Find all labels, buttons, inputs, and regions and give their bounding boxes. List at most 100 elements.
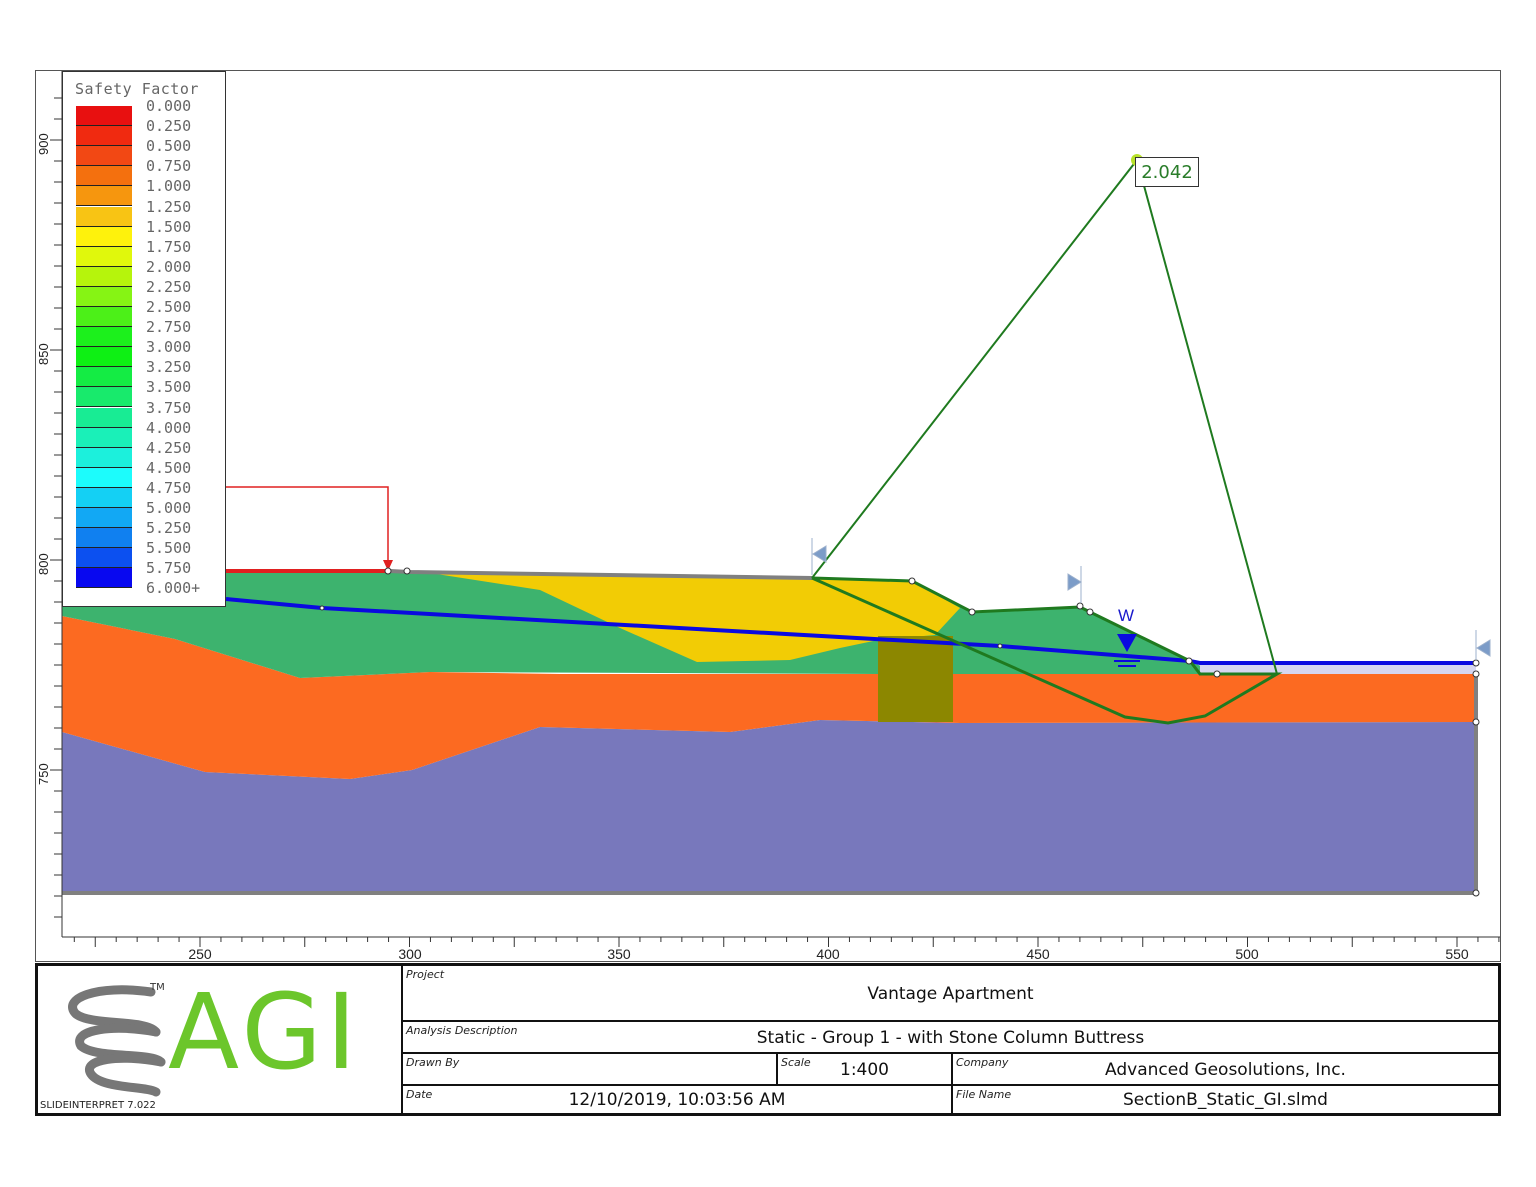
x-tick-label: 350 (607, 946, 631, 962)
water-table[interactable] (225, 597, 1476, 665)
distributed-load (226, 486, 389, 566)
legend-label: 2.250 (146, 277, 192, 296)
legend-label: 3.250 (146, 358, 192, 377)
legend-label: 5.500 (146, 539, 192, 558)
legend-swatch (76, 528, 132, 549)
project-value: Vantage Apartment (867, 984, 1034, 1004)
trademark-label: TM (150, 982, 165, 993)
project-label: Project (406, 968, 445, 981)
legend-swatch (76, 427, 132, 448)
legend-label: 1.250 (146, 197, 192, 216)
legend-swatch (76, 387, 132, 408)
vertex[interactable] (403, 567, 411, 575)
analysis-row: Analysis Description Static - Group 1 - … (403, 1022, 1498, 1054)
y-tick-label: 900 (36, 133, 51, 155)
vertex[interactable] (1472, 718, 1480, 726)
project-row: Project Vantage Apartment (403, 966, 1498, 1022)
vertex[interactable] (319, 605, 325, 611)
date-cell: Date 12/10/2019, 10:03:56 AM (403, 1086, 953, 1113)
y-tick-label: 750 (36, 763, 51, 785)
legend-swatch (76, 106, 132, 126)
legend-label: 0.250 (146, 117, 192, 136)
vertex[interactable] (1185, 657, 1193, 665)
legend-label: 2.500 (146, 298, 192, 316)
legend-swatch (76, 367, 132, 388)
legend-label: 5.000 (146, 499, 192, 517)
file-value: SectionB_Static_GI.slmd (1123, 1090, 1328, 1110)
vertex[interactable] (1472, 659, 1480, 667)
x-tick-label: 300 (398, 946, 422, 962)
scale-label: Scale (781, 1056, 811, 1069)
legend-swatch (76, 166, 132, 187)
factor-of-safety-label[interactable]: 2.042 (1135, 157, 1199, 187)
vertex[interactable] (384, 567, 392, 575)
scale-cell: Scale 1:400 (778, 1054, 953, 1084)
scale-value: 1:400 (840, 1060, 889, 1080)
legend-label: 3.750 (146, 398, 192, 417)
legend-swatch (76, 126, 132, 147)
slope-limit-left-icon[interactable] (1476, 639, 1491, 657)
vertex[interactable] (908, 577, 916, 585)
drawn-scale-company-row: Drawn By Scale 1:400 Company Advanced Ge… (403, 1054, 1498, 1086)
legend-label: 5.250 (146, 519, 192, 538)
legend-swatch (76, 266, 132, 287)
legend-label: 5.750 (146, 559, 192, 578)
x-tick-label: 500 (1235, 946, 1259, 962)
vertex[interactable] (997, 643, 1003, 649)
version-label: SLIDEINTERPRET 7.022 (40, 1100, 156, 1111)
drawn-by-cell: Drawn By (403, 1054, 778, 1084)
title-block: TM AGI SLIDEINTERPRET 7.022 Project Vant… (35, 963, 1501, 1116)
legend-label: 0.000 (146, 97, 192, 115)
vertex[interactable] (1472, 670, 1480, 678)
company-label: Company (956, 1056, 1009, 1069)
legend-swatch (76, 226, 132, 247)
logo-text: AGI (168, 971, 361, 1093)
legend-swatch (76, 327, 132, 348)
legend-label: 3.000 (146, 338, 192, 357)
x-tick-label: 400 (816, 946, 840, 962)
file-label: File Name (956, 1088, 1012, 1101)
legend-swatch (76, 206, 132, 227)
spring-logo-icon (68, 985, 166, 1097)
legend-swatch (76, 447, 132, 468)
bedrock-material (62, 720, 1476, 893)
critical-slip-surface[interactable] (811, 576, 1283, 725)
company-cell: Company Advanced Geosolutions, Inc. (953, 1054, 1498, 1084)
legend-swatch (76, 508, 132, 528)
analysis-value: Static - Group 1 - with Stone Column But… (756, 1028, 1145, 1048)
vertex[interactable] (1472, 889, 1480, 897)
legend-swatch (76, 286, 132, 307)
vertex[interactable] (1213, 670, 1221, 678)
legend-title: Safety Factor (75, 80, 199, 98)
legend-swatch (76, 487, 132, 508)
cross-section-plot[interactable] (0, 0, 1536, 962)
yellow-fill-material (430, 573, 960, 662)
ponded-water-area (1200, 663, 1476, 674)
safety-factor-legend: Safety Factor 0.000 0.250 0.500 0.750 1.000 1… (62, 71, 226, 607)
orange-material (62, 616, 1476, 779)
load-arrow-icon (383, 560, 393, 571)
date-value: 12/10/2019, 10:03:56 AM (568, 1090, 786, 1110)
slope-limit-left-icon[interactable] (812, 545, 827, 563)
legend-swatch (76, 186, 132, 207)
company-value: Advanced Geosolutions, Inc. (1105, 1060, 1346, 1080)
legend-label: 6.000+ (146, 579, 201, 598)
x-tick-label: 450 (1026, 946, 1050, 962)
legend-label: 2.750 (146, 318, 192, 337)
slope-limit-right-icon[interactable] (1067, 573, 1082, 591)
legend-swatch (76, 548, 132, 569)
date-label: Date (406, 1088, 433, 1101)
x-tick-label: 250 (188, 946, 212, 962)
legend-label: 4.750 (146, 478, 192, 497)
vertex[interactable] (968, 608, 976, 616)
legend-swatch (76, 568, 132, 589)
legend-label: 2.000 (146, 257, 192, 276)
date-file-row: Date 12/10/2019, 10:03:56 AM File Name S… (403, 1086, 1498, 1113)
legend-label: 0.750 (146, 157, 192, 176)
vertex[interactable] (1076, 602, 1084, 610)
vertex[interactable] (1086, 608, 1094, 616)
legend-swatch (76, 307, 132, 327)
water-table-symbol-icon (1117, 634, 1137, 652)
drawn-by-label: Drawn By (406, 1056, 460, 1069)
legend-label: 4.250 (146, 438, 192, 457)
